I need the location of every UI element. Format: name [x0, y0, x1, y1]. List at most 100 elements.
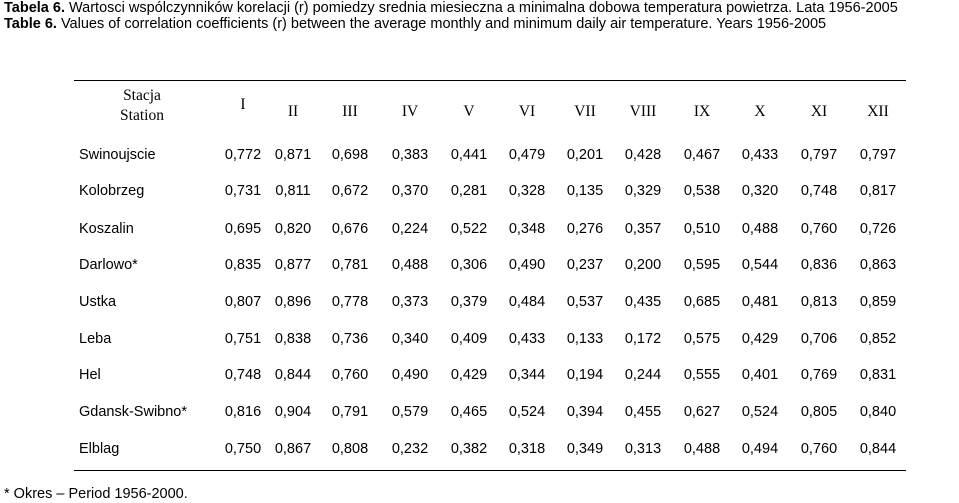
table-cell: 0,524	[741, 404, 779, 420]
station-name: Gdansk-Swibno*	[79, 404, 187, 420]
table-cell: 0,344	[508, 367, 546, 383]
table-row: Darlowo* 0,835 0,877 0,781 0,488 0,306 0,490 0,…	[0, 257, 959, 277]
table-cell: 0,817	[859, 183, 897, 199]
table-cell: 0,750	[224, 441, 262, 457]
table-cell: 0,820	[274, 221, 312, 237]
station-header-en: Station	[120, 107, 164, 124]
station-header-pl: Stacja	[123, 87, 161, 104]
table-cell: 0,455	[624, 404, 662, 420]
table-cell: 0,401	[741, 367, 779, 383]
month-header: IV	[401, 103, 419, 120]
table-cell: 0,695	[224, 221, 262, 237]
table-cell: 0,760	[331, 367, 369, 383]
table-cell: 0,769	[800, 367, 838, 383]
table-cell: 0,844	[859, 441, 897, 457]
table-cell: 0,760	[800, 221, 838, 237]
month-header: IX	[693, 103, 711, 120]
table-cell: 0,490	[508, 257, 546, 273]
table-cell: 0,813	[800, 294, 838, 310]
table-cell: 0,844	[274, 367, 312, 383]
table-cell: 0,877	[274, 257, 312, 273]
table-cell: 0,807	[224, 294, 262, 310]
table-cell: 0,484	[508, 294, 546, 310]
table-cell: 0,467	[683, 147, 721, 163]
table-cell: 0,194	[566, 367, 604, 383]
table-cell: 0,394	[566, 404, 604, 420]
table-row: Ustka 0,807 0,896 0,778 0,373 0,379 0,484 0,537…	[0, 294, 959, 314]
table-cell: 0,840	[859, 404, 897, 420]
table-cell: 0,797	[800, 147, 838, 163]
table-row: Kolobrzeg 0,731 0,811 0,672 0,370 0,281 0,328 0…	[0, 183, 959, 203]
month-header: II	[287, 103, 299, 120]
table-cell: 0,871	[274, 147, 312, 163]
table-cell: 0,676	[331, 221, 369, 237]
table-cell: 0,627	[683, 404, 721, 420]
month-header: VII	[574, 103, 596, 120]
table-cell: 0,797	[859, 147, 897, 163]
station-name: Elblag	[79, 441, 120, 457]
table-row: Swinoujscie 0,772 0,871 0,698 0,383 0,441 0,47…	[0, 147, 959, 167]
table-cell: 0,224	[391, 221, 429, 237]
table-cell: 0,522	[450, 221, 488, 237]
table-row: Hel 0,748 0,844 0,760 0,490 0,429 0,344 0,194 0,…	[0, 367, 959, 387]
table-cell: 0,379	[450, 294, 488, 310]
table-cell: 0,816	[224, 404, 262, 420]
table-cell: 0,555	[683, 367, 721, 383]
month-header: XI	[810, 103, 828, 120]
table-cell: 0,537	[566, 294, 604, 310]
caption-polish-label: Tabela 6.	[4, 0, 65, 16]
table-cell: 0,348	[508, 221, 546, 237]
table-cell: 0,329	[624, 183, 662, 199]
table-cell: 0,488	[683, 441, 721, 457]
table-cell: 0,201	[566, 147, 604, 163]
station-name: Koszalin	[79, 221, 134, 237]
table-cell: 0,409	[450, 331, 488, 347]
caption-english: Table 6. Values of correlation coefficie…	[4, 16, 826, 32]
table-cell: 0,736	[331, 331, 369, 347]
month-header: V	[463, 103, 475, 120]
table-cell: 0,811	[275, 183, 311, 199]
table-cell: 0,135	[566, 183, 604, 199]
caption-polish-text: Wartosci wspólczynników korelacji (r) po…	[64, 0, 898, 16]
table-cell: 0,357	[624, 221, 662, 237]
station-name: Leba	[79, 331, 112, 347]
table-cell: 0,904	[274, 404, 312, 420]
table-cell: 0,760	[800, 441, 838, 457]
table-cell: 0,863	[859, 257, 897, 273]
station-name: Hel	[79, 367, 101, 383]
table-cell: 0,595	[683, 257, 721, 273]
table-cell: 0,373	[391, 294, 429, 310]
table-cell: 0,781	[331, 257, 369, 273]
table-cell: 0,429	[450, 367, 488, 383]
table-cell: 0,685	[683, 294, 721, 310]
table-cell: 0,133	[566, 331, 604, 347]
table-cell: 0,313	[624, 441, 662, 457]
station-name: Swinoujscie	[79, 147, 156, 163]
table-cell: 0,306	[450, 257, 488, 273]
table-cell: 0,838	[274, 331, 312, 347]
table-cell: 0,488	[741, 221, 779, 237]
table-cell: 0,172	[624, 331, 662, 347]
table-cell: 0,479	[508, 147, 546, 163]
table-cell: 0,835	[224, 257, 262, 273]
table-cell: 0,370	[391, 183, 429, 199]
table-cell: 0,281	[450, 183, 488, 199]
table-cell: 0,805	[800, 404, 838, 420]
table-cell: 0,524	[508, 404, 546, 420]
table-cell: 0,698	[331, 147, 369, 163]
table-cell: 0,340	[391, 331, 429, 347]
table-cell: 0,433	[741, 147, 779, 163]
station-name: Ustka	[79, 294, 117, 310]
table-cell: 0,672	[331, 183, 369, 199]
table-bottom-rule	[74, 470, 906, 471]
table-cell: 0,320	[741, 183, 779, 199]
table-row: Gdansk-Swibno* 0,816 0,904 0,791 0,579 0,465 0…	[0, 404, 959, 424]
station-name: Darlowo*	[79, 257, 138, 273]
month-header: I	[240, 96, 246, 113]
table-cell: 0,318	[508, 441, 546, 457]
table-cell: 0,808	[331, 441, 369, 457]
table-cell: 0,896	[274, 294, 312, 310]
table-cell: 0,481	[741, 294, 779, 310]
table-cell: 0,510	[683, 221, 721, 237]
table-cell: 0,465	[450, 404, 488, 420]
